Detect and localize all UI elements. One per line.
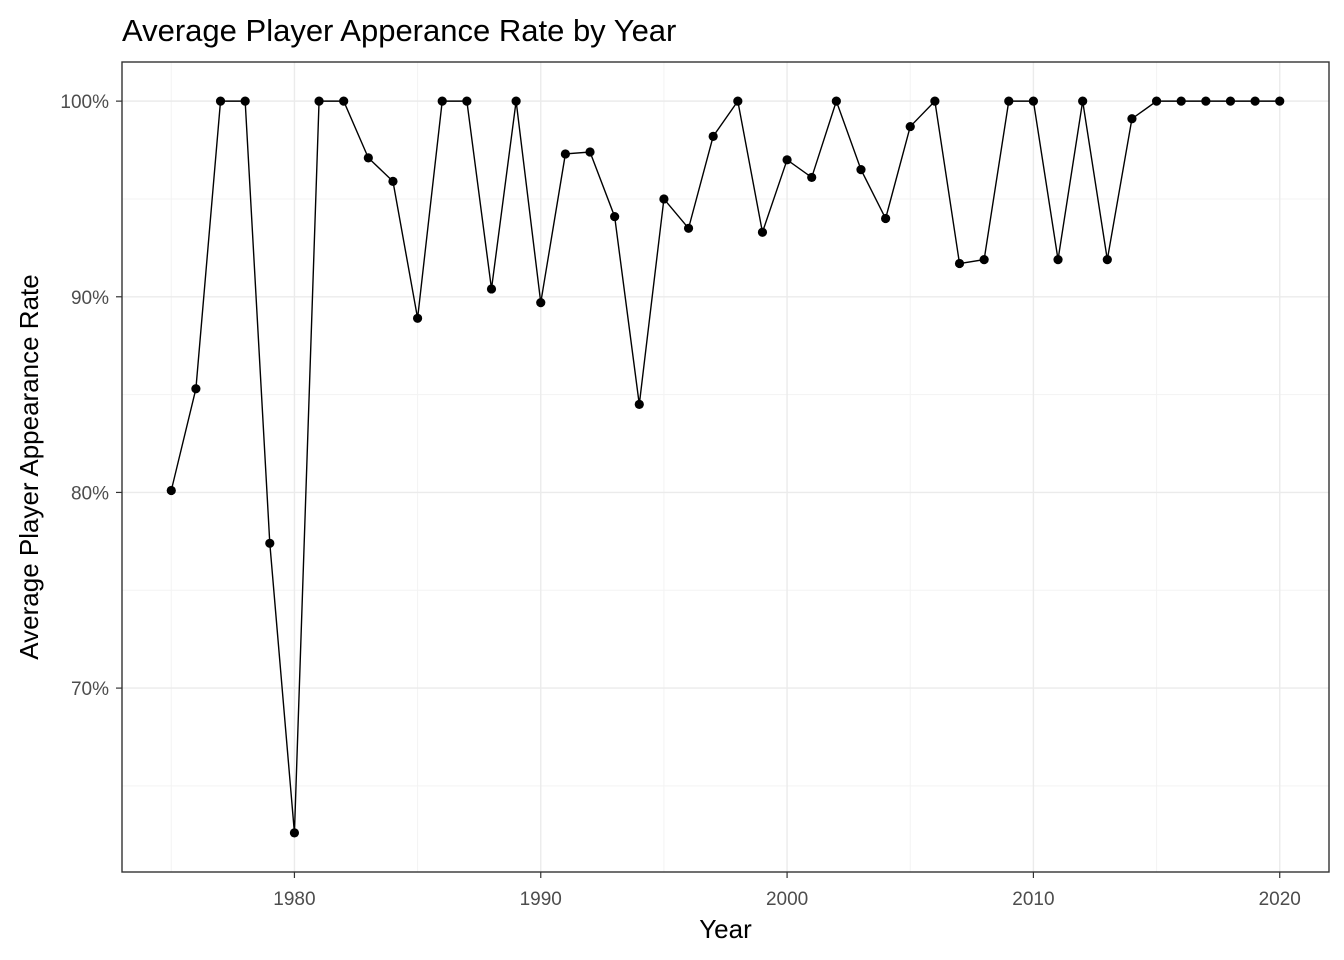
data-point: [166, 485, 176, 496]
data-point: [462, 96, 472, 106]
data-point: [314, 96, 324, 106]
data-point: [1176, 96, 1186, 106]
data-point: [708, 131, 718, 141]
data-point: [1275, 96, 1285, 106]
data-point: [1225, 96, 1236, 106]
data-point: [733, 96, 743, 106]
y-tick-label: 80%: [71, 483, 109, 504]
data-point: [905, 121, 915, 132]
data-point: [1102, 255, 1112, 265]
data-point: [659, 194, 669, 204]
data-point: [265, 538, 275, 548]
x-axis-title: Year: [699, 914, 752, 944]
data-point: [930, 96, 940, 106]
data-point: [363, 153, 373, 163]
data-point: [979, 255, 989, 265]
data-point: [412, 313, 423, 323]
data-point: [1004, 96, 1014, 106]
data-point: [289, 828, 300, 838]
data-point: [511, 96, 521, 106]
data-point: [1127, 114, 1137, 124]
x-tick-label: 2010: [1012, 889, 1054, 910]
data-point: [634, 399, 644, 409]
x-tick-label: 1980: [273, 889, 315, 910]
data-point: [831, 96, 841, 106]
data-point: [215, 96, 226, 106]
data-point: [388, 176, 398, 186]
data-point: [1053, 255, 1063, 265]
x-tick-label: 1990: [520, 889, 562, 910]
major-grid: [122, 62, 1329, 872]
data-point: [1201, 96, 1211, 106]
data-point: [1028, 96, 1039, 106]
y-axis: 70% 80% 90% 100%: [60, 92, 122, 700]
y-tick-label: 70%: [71, 679, 109, 700]
data-point: [1078, 96, 1088, 106]
data-point: [856, 165, 866, 175]
data-point: [683, 223, 694, 233]
data-point: [560, 149, 570, 159]
data-point: [782, 155, 792, 165]
data-point: [1151, 96, 1162, 106]
data-point: [486, 284, 497, 294]
data-point: [240, 96, 250, 106]
data-point: [437, 96, 447, 106]
data-point: [757, 227, 768, 237]
data-point: [807, 172, 817, 183]
data-point: [1250, 96, 1260, 106]
y-tick-label: 100%: [60, 92, 109, 113]
x-axis: 1980 1990 2000 2010 2020: [273, 872, 1301, 910]
data-point: [536, 298, 546, 308]
data-point: [191, 384, 201, 394]
data-point: [585, 147, 595, 157]
x-tick-label: 2020: [1259, 889, 1301, 910]
chart-title: Average Player Apperance Rate by Year: [122, 13, 676, 48]
x-tick-label: 2000: [766, 889, 808, 910]
data-point: [610, 211, 620, 222]
panel-border: [121, 61, 1330, 873]
data-point: [881, 213, 891, 224]
y-axis-title: Average Player Appearance Rate: [14, 274, 44, 659]
minor-grid: [122, 62, 1329, 872]
series-layer: [166, 96, 1285, 838]
data-point: [339, 96, 349, 106]
y-tick-label: 90%: [71, 288, 109, 309]
series-line: [170, 98, 1280, 833]
data-point: [954, 258, 965, 269]
